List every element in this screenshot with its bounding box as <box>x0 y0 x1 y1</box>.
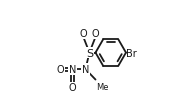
Text: O: O <box>69 83 76 93</box>
Text: Me: Me <box>96 82 108 91</box>
Text: N: N <box>69 65 76 74</box>
Text: Br: Br <box>126 48 137 58</box>
Text: O: O <box>80 29 87 39</box>
Text: N: N <box>82 65 89 74</box>
Text: O: O <box>92 29 99 39</box>
Text: S: S <box>86 48 93 58</box>
Text: O: O <box>57 65 65 74</box>
